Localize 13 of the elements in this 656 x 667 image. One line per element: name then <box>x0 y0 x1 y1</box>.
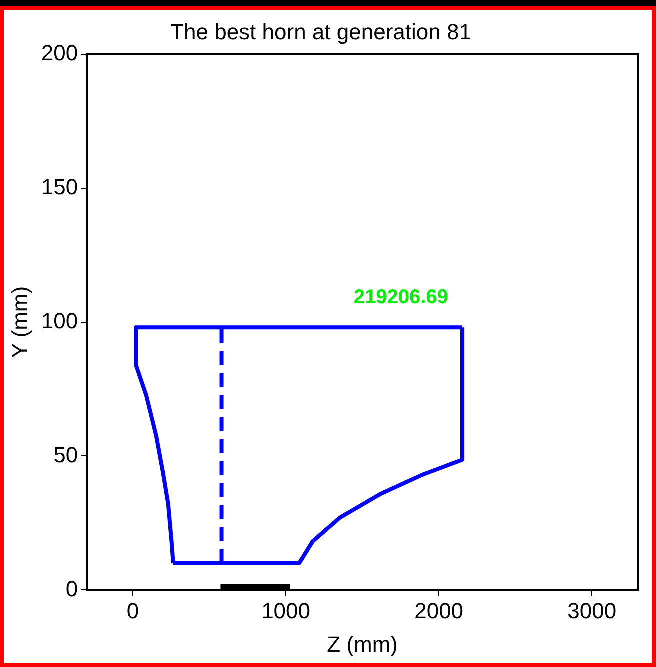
x-axis-title: Z (mm) <box>327 632 398 657</box>
y-axis-title: Y (mm) <box>7 286 32 358</box>
annotation: 219206.69 <box>354 286 448 309</box>
y-tick-label: 100 <box>41 308 78 334</box>
y-tick-label: 200 <box>41 40 78 66</box>
y-tick-label: 0 <box>66 576 78 602</box>
y-tick-label: 50 <box>54 442 78 468</box>
x-tick-label: 3000 <box>568 598 617 624</box>
x-tick-label: 1000 <box>262 598 311 624</box>
x-tick-label: 2000 <box>414 598 464 624</box>
y-tick-label: 150 <box>41 174 78 200</box>
x-tick-label: 0 <box>126 598 140 624</box>
chart-title: The best horn at generation 81 <box>170 19 472 44</box>
